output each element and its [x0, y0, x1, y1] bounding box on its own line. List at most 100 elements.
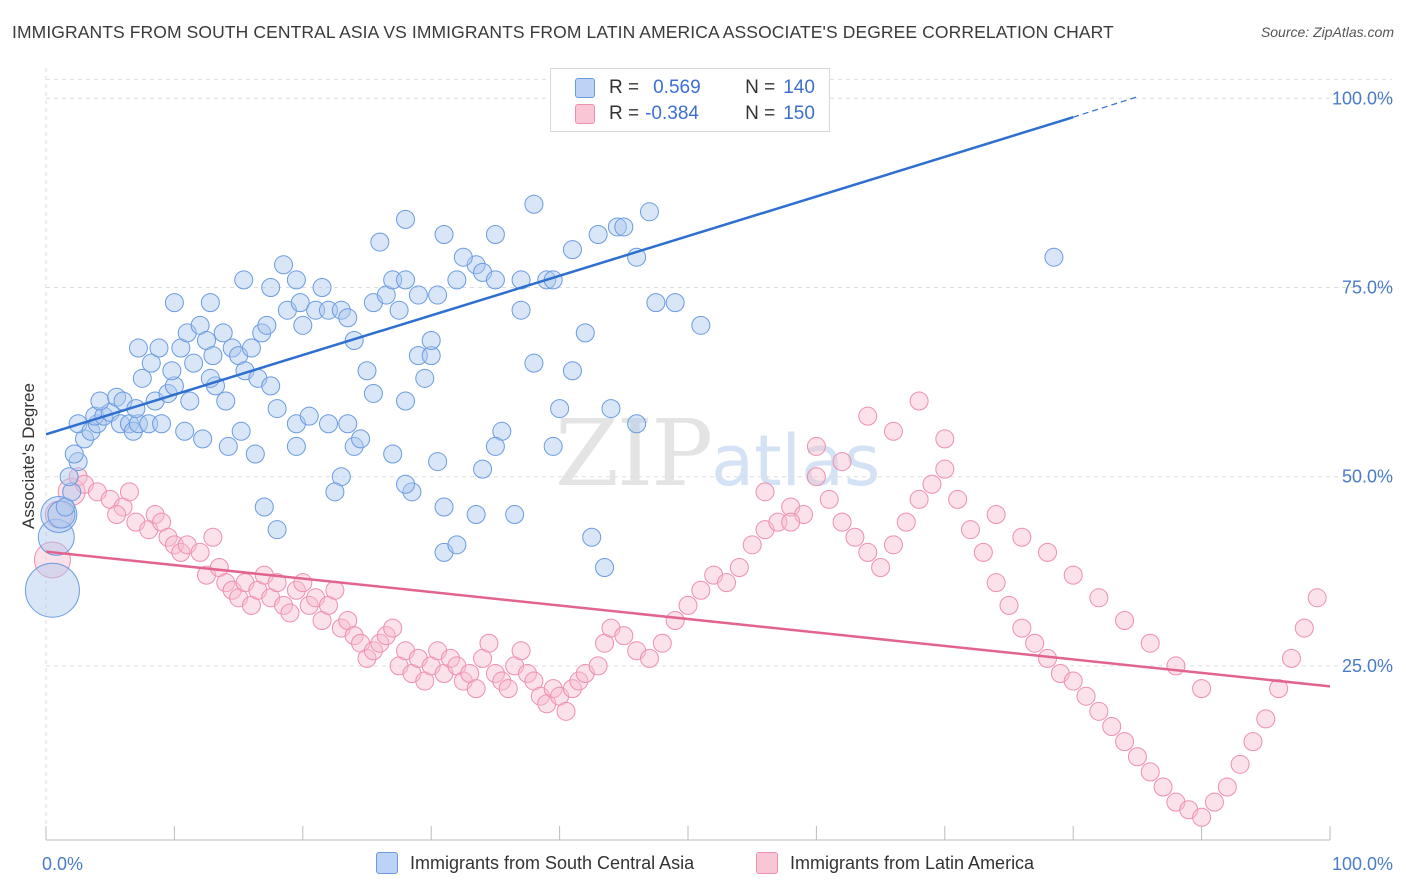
- south-central-asia-point-51: [180, 391, 200, 411]
- south-central-asia-point-5: [62, 482, 82, 502]
- latin-america-point-128: [1204, 792, 1224, 812]
- latin-america-point-86: [665, 611, 685, 631]
- south-central-asia-point-131: [473, 459, 493, 479]
- latin-america-point-109: [960, 520, 980, 540]
- latin-america-point-138: [781, 512, 801, 532]
- south-central-asia-point-38: [184, 353, 204, 373]
- south-central-asia-point-86: [434, 225, 454, 245]
- y-axis-label: Associate's Degree: [19, 383, 38, 529]
- south-central-asia-point-104: [318, 414, 338, 434]
- south-central-asia-point-75: [396, 270, 416, 290]
- latin-america-point-64: [485, 663, 505, 683]
- south-central-asia-point-25: [152, 414, 172, 434]
- latin-america-point-123: [1140, 762, 1160, 782]
- south-central-asia-point-29: [132, 368, 152, 388]
- latin-america-point-137: [806, 436, 826, 456]
- south-central-asia-point-2: [40, 496, 78, 534]
- latin-america-point-42: [344, 626, 364, 646]
- latin-america-point-0: [33, 541, 71, 579]
- legend-n-label-pink: N =: [745, 103, 776, 124]
- south-central-asia-point-11: [81, 421, 101, 441]
- latin-america-point-18: [190, 542, 210, 562]
- south-central-asia-point-61: [274, 255, 294, 275]
- y-tick-label-3: 100.0%: [1332, 88, 1393, 108]
- south-central-asia-point-96: [639, 202, 659, 222]
- latin-america-point-136: [1307, 588, 1327, 608]
- latin-america-point-63: [479, 633, 499, 653]
- latin-america-point-45: [363, 641, 383, 661]
- south-central-asia-point-44: [241, 338, 261, 358]
- latin-america-point-33: [286, 580, 306, 600]
- south-central-asia-point-32: [128, 338, 148, 358]
- south-central-asia-point-57: [164, 293, 184, 313]
- south-central-asia-point-16: [90, 391, 110, 411]
- latin-america-point-77: [569, 671, 589, 691]
- south-central-asia-point-134: [543, 436, 563, 456]
- latin-america-point-127: [1192, 807, 1212, 827]
- south-central-asia-point-53: [193, 429, 213, 449]
- latin-america-points: [33, 391, 1327, 827]
- latin-america-point-118: [1076, 686, 1096, 706]
- latin-america-point-87: [678, 595, 698, 615]
- latin-america-point-129: [1217, 777, 1237, 797]
- south-central-asia-point-110: [254, 497, 274, 517]
- south-central-asia-point-106: [351, 429, 371, 449]
- latin-america-point-92: [742, 535, 762, 555]
- trend-lines: [45, 96, 1331, 688]
- latin-america-point-73: [543, 679, 563, 699]
- latin-america-point-143: [909, 391, 929, 411]
- south-central-asia-point-139: [396, 474, 416, 494]
- south-central-asia-point-124: [691, 315, 711, 335]
- legend-r-label-blue: R =: [609, 77, 640, 98]
- south-central-asia-point-40: [213, 323, 233, 343]
- south-central-asia-trend-line: [45, 116, 1074, 436]
- south-central-asia-point-112: [286, 436, 306, 456]
- south-central-asia-point-127: [466, 505, 486, 525]
- x-tick-label-0: 0.0%: [42, 854, 83, 874]
- latin-america-point-69: [518, 663, 537, 683]
- latin-america-point-68: [511, 641, 531, 661]
- latin-america-point-104: [896, 512, 916, 532]
- latin-america-point-124: [1153, 777, 1173, 797]
- latin-america-point-152: [1166, 656, 1186, 676]
- south-central-asia-point-103: [299, 406, 319, 426]
- latin-america-point-103: [883, 535, 903, 555]
- south-central-asia-point-92: [588, 225, 608, 245]
- south-central-asia-point-41: [222, 338, 242, 358]
- legend-r-value-blue: 0.569: [653, 77, 701, 98]
- south-central-asia-point-22: [128, 414, 148, 434]
- south-central-asia-point-60: [261, 277, 281, 297]
- south-central-asia-point-56: [245, 444, 265, 464]
- latin-america-point-144: [935, 429, 955, 449]
- latin-america-point-84: [639, 648, 659, 668]
- south-central-asia-point-6: [59, 467, 79, 487]
- source-credit: Source: ZipAtlas.com: [1260, 24, 1394, 40]
- legend-r-label-pink: R =: [609, 103, 640, 124]
- south-central-asia-point-116: [357, 361, 377, 381]
- latin-america-point-85: [652, 633, 672, 653]
- south-central-asia-point-69: [331, 300, 351, 320]
- blue-swatch: [575, 78, 595, 98]
- latin-america-point-130: [1230, 754, 1250, 774]
- latin-america-point-111: [986, 573, 1006, 593]
- south-central-asia-point-88: [485, 225, 505, 245]
- latin-america-point-153: [1192, 679, 1212, 699]
- latin-america-point-102: [871, 558, 891, 578]
- latin-america-point-30: [267, 573, 287, 593]
- south-central-asia-point-136: [575, 323, 595, 343]
- south-central-asia-point-109: [338, 414, 358, 434]
- latin-america-trend-line: [45, 550, 1331, 688]
- latin-america-point-139: [755, 482, 775, 502]
- south-central-asia-trend-extension: [1073, 96, 1138, 118]
- latin-america-point-82: [614, 626, 634, 646]
- south-central-asia-point-76: [389, 300, 409, 320]
- south-central-asia-point-87: [453, 247, 473, 267]
- south-central-asia-point-133: [485, 436, 505, 456]
- south-central-asia-point-123: [665, 293, 685, 313]
- south-central-asia-point-58: [200, 293, 220, 313]
- south-central-asia-point-122: [627, 414, 647, 434]
- y-tick-label-0: 25.0%: [1342, 656, 1393, 676]
- latin-america-point-150: [1115, 611, 1135, 631]
- latin-america-point-148: [1063, 565, 1083, 585]
